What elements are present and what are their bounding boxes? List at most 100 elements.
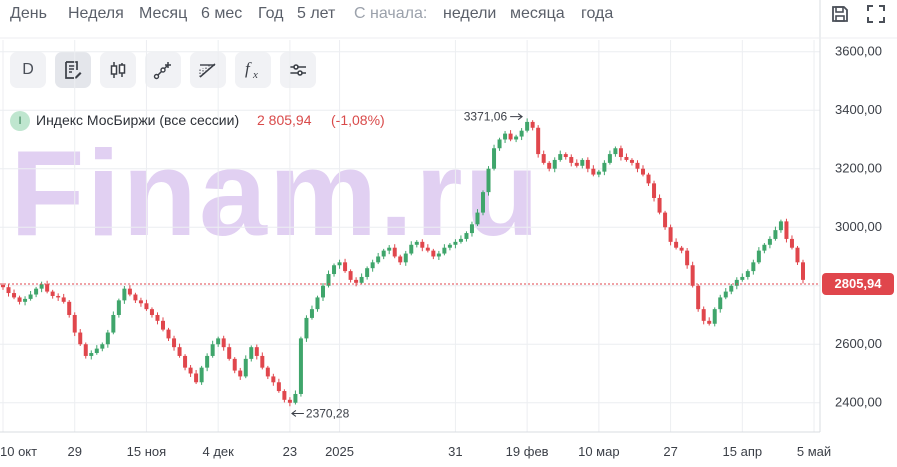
candle-body [745, 271, 750, 277]
candle-body [6, 287, 11, 294]
candle-body [734, 279, 739, 286]
x-tick-label: 31 [448, 444, 462, 459]
candle-body [276, 382, 281, 392]
candle-body [514, 136, 519, 140]
chart-type-button[interactable] [55, 52, 91, 88]
trend-line-icon [153, 62, 171, 80]
since-month[interactable]: месяца [510, 5, 565, 22]
candle-body [194, 373, 199, 383]
candle-body [403, 253, 408, 263]
period-5y[interactable]: 5 лет [297, 5, 336, 22]
candle-body [188, 367, 193, 374]
interval-label: D [22, 61, 34, 78]
candle-body [370, 262, 375, 269]
candle-body [155, 314, 160, 321]
candle-body [177, 347, 182, 356]
candle-body [216, 338, 221, 345]
candle-body [773, 230, 778, 239]
candle-body [298, 338, 303, 394]
candle-body [607, 154, 612, 163]
x-tick-label: 15 апр [723, 444, 763, 459]
fib-button[interactable] [190, 52, 226, 88]
candle-body [547, 162, 552, 169]
candle-body [39, 284, 44, 289]
period-6m[interactable]: 6 мес [201, 5, 243, 22]
candle-body [34, 288, 39, 295]
candle-body [475, 212, 480, 225]
candle-body [668, 227, 673, 242]
period-year[interactable]: Год [258, 5, 284, 22]
y-tick-label: 2600,00 [835, 336, 882, 351]
interval-button[interactable]: D [10, 52, 46, 88]
candle-body [348, 271, 353, 280]
candle-body [657, 197, 662, 213]
candle-body [414, 241, 419, 245]
candle-body [635, 162, 640, 169]
candle-body [690, 265, 695, 286]
fib-icon [199, 63, 216, 78]
candle-body [795, 247, 800, 263]
candle-body [17, 297, 22, 302]
candle-body [83, 344, 88, 356]
instrument-last-value: 2 805,94 [257, 112, 312, 128]
candle-body [381, 250, 386, 257]
candle-body [431, 250, 436, 257]
candle-body [420, 241, 425, 248]
candle-body [525, 121, 530, 131]
candle-body [425, 247, 430, 251]
max-annotation: 3371,06 [464, 110, 508, 124]
candle-body [685, 250, 690, 266]
candle-body [585, 159, 590, 169]
candle-body [315, 297, 320, 310]
x-tick-label: 10 мар [578, 444, 619, 459]
settings-button[interactable] [280, 52, 316, 88]
candle-body [138, 300, 143, 304]
candle-body [652, 183, 657, 198]
fullscreen-icon[interactable] [866, 4, 886, 24]
candle-body [249, 347, 254, 359]
candle-body [458, 238, 463, 242]
candle-body [663, 212, 668, 228]
candle-body [740, 276, 745, 280]
save-icon[interactable] [830, 4, 850, 24]
candle-body [767, 238, 772, 245]
candle-body [282, 391, 287, 400]
indicators-button[interactable]: f x [235, 52, 271, 88]
candle-body [45, 284, 50, 292]
candle-body [486, 168, 491, 193]
candles-button[interactable] [100, 52, 136, 88]
period-day[interactable]: День [10, 5, 47, 22]
candle-body [89, 353, 94, 356]
edit-note-icon [65, 61, 82, 79]
candle-body [127, 288, 132, 295]
candle-body [613, 148, 618, 155]
candle-body [337, 262, 342, 266]
since-week[interactable]: недели [443, 5, 497, 22]
candle-body [94, 348, 99, 354]
period-month[interactable]: Месяц [139, 5, 188, 22]
candle-body [210, 344, 215, 356]
x-tick-label: 2025 [325, 444, 354, 459]
sliders-icon [290, 64, 306, 76]
trend-line-button[interactable] [145, 52, 181, 88]
y-tick-label: 3400,00 [835, 102, 882, 117]
since-label: С начала: [354, 5, 428, 22]
candle-body [199, 367, 204, 383]
candle-body [287, 399, 292, 403]
period-week[interactable]: Неделя [68, 5, 124, 22]
candle-body [442, 247, 447, 254]
candle-body [61, 297, 66, 302]
candle-body [72, 314, 77, 333]
instrument-name: Индекс МосБиржи (все сессии) [36, 112, 240, 128]
min-annotation: 2370,28 [306, 406, 350, 420]
since-year[interactable]: года [581, 5, 614, 22]
period-bar: День Неделя Месяц 6 мес Год 5 лет С нача… [0, 0, 897, 30]
candle-body [133, 294, 138, 301]
instrument-change: (-1,08%) [331, 112, 385, 128]
candle-body [359, 276, 364, 283]
candle-body [260, 355, 265, 368]
y-tick-label: 3200,00 [835, 161, 882, 176]
candle-body [778, 221, 783, 231]
candle-body [105, 332, 110, 345]
